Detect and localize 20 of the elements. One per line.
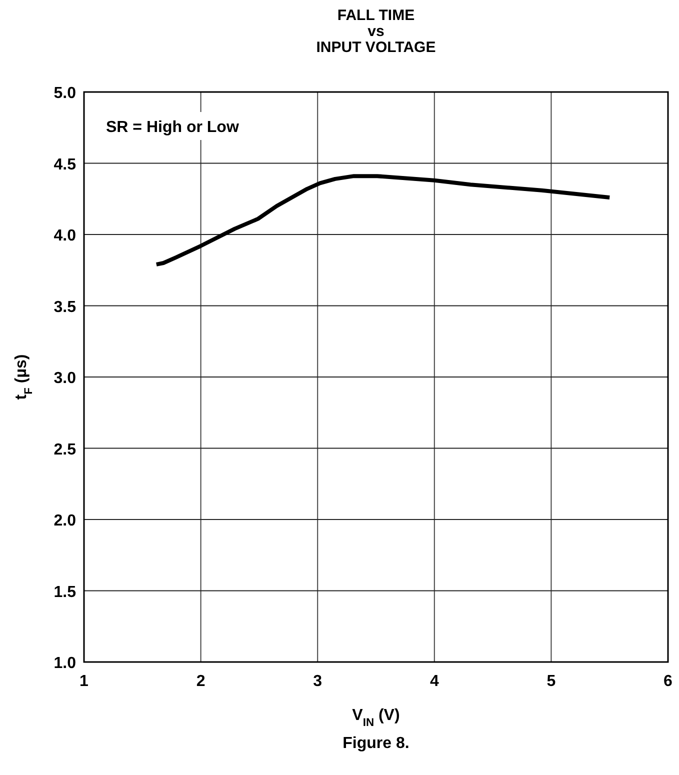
chart-title: FALL TIME vs INPUT VOLTAGE [316,7,436,56]
y-tick-label: 4.5 [54,156,76,174]
y-tick-label: 3.5 [54,298,76,316]
x-tick-label: 6 [664,673,673,690]
x-tick-label: 3 [313,673,322,690]
y-tick-label: 5.0 [54,85,76,102]
annotation: SR = High or Low [106,119,240,136]
x-tick-label: 5 [546,673,556,690]
line-series [154,174,612,266]
x-tick-label: 2 [196,673,206,690]
y-tick-label: 1.0 [54,655,76,672]
y-tick-label: 2.0 [54,512,76,530]
y-tick-label: 1.5 [54,584,76,601]
y-tick-label: 3.0 [54,370,76,387]
caption: Figure 8. [342,735,410,752]
x-tick-label: 1 [80,673,89,690]
y-tick-label: 4.0 [54,228,76,244]
x-tick-label: 4 [430,673,439,690]
y-tick-label: 2.5 [54,441,76,458]
x-axis-title: V$_{IN}$ (V) [352,707,400,729]
